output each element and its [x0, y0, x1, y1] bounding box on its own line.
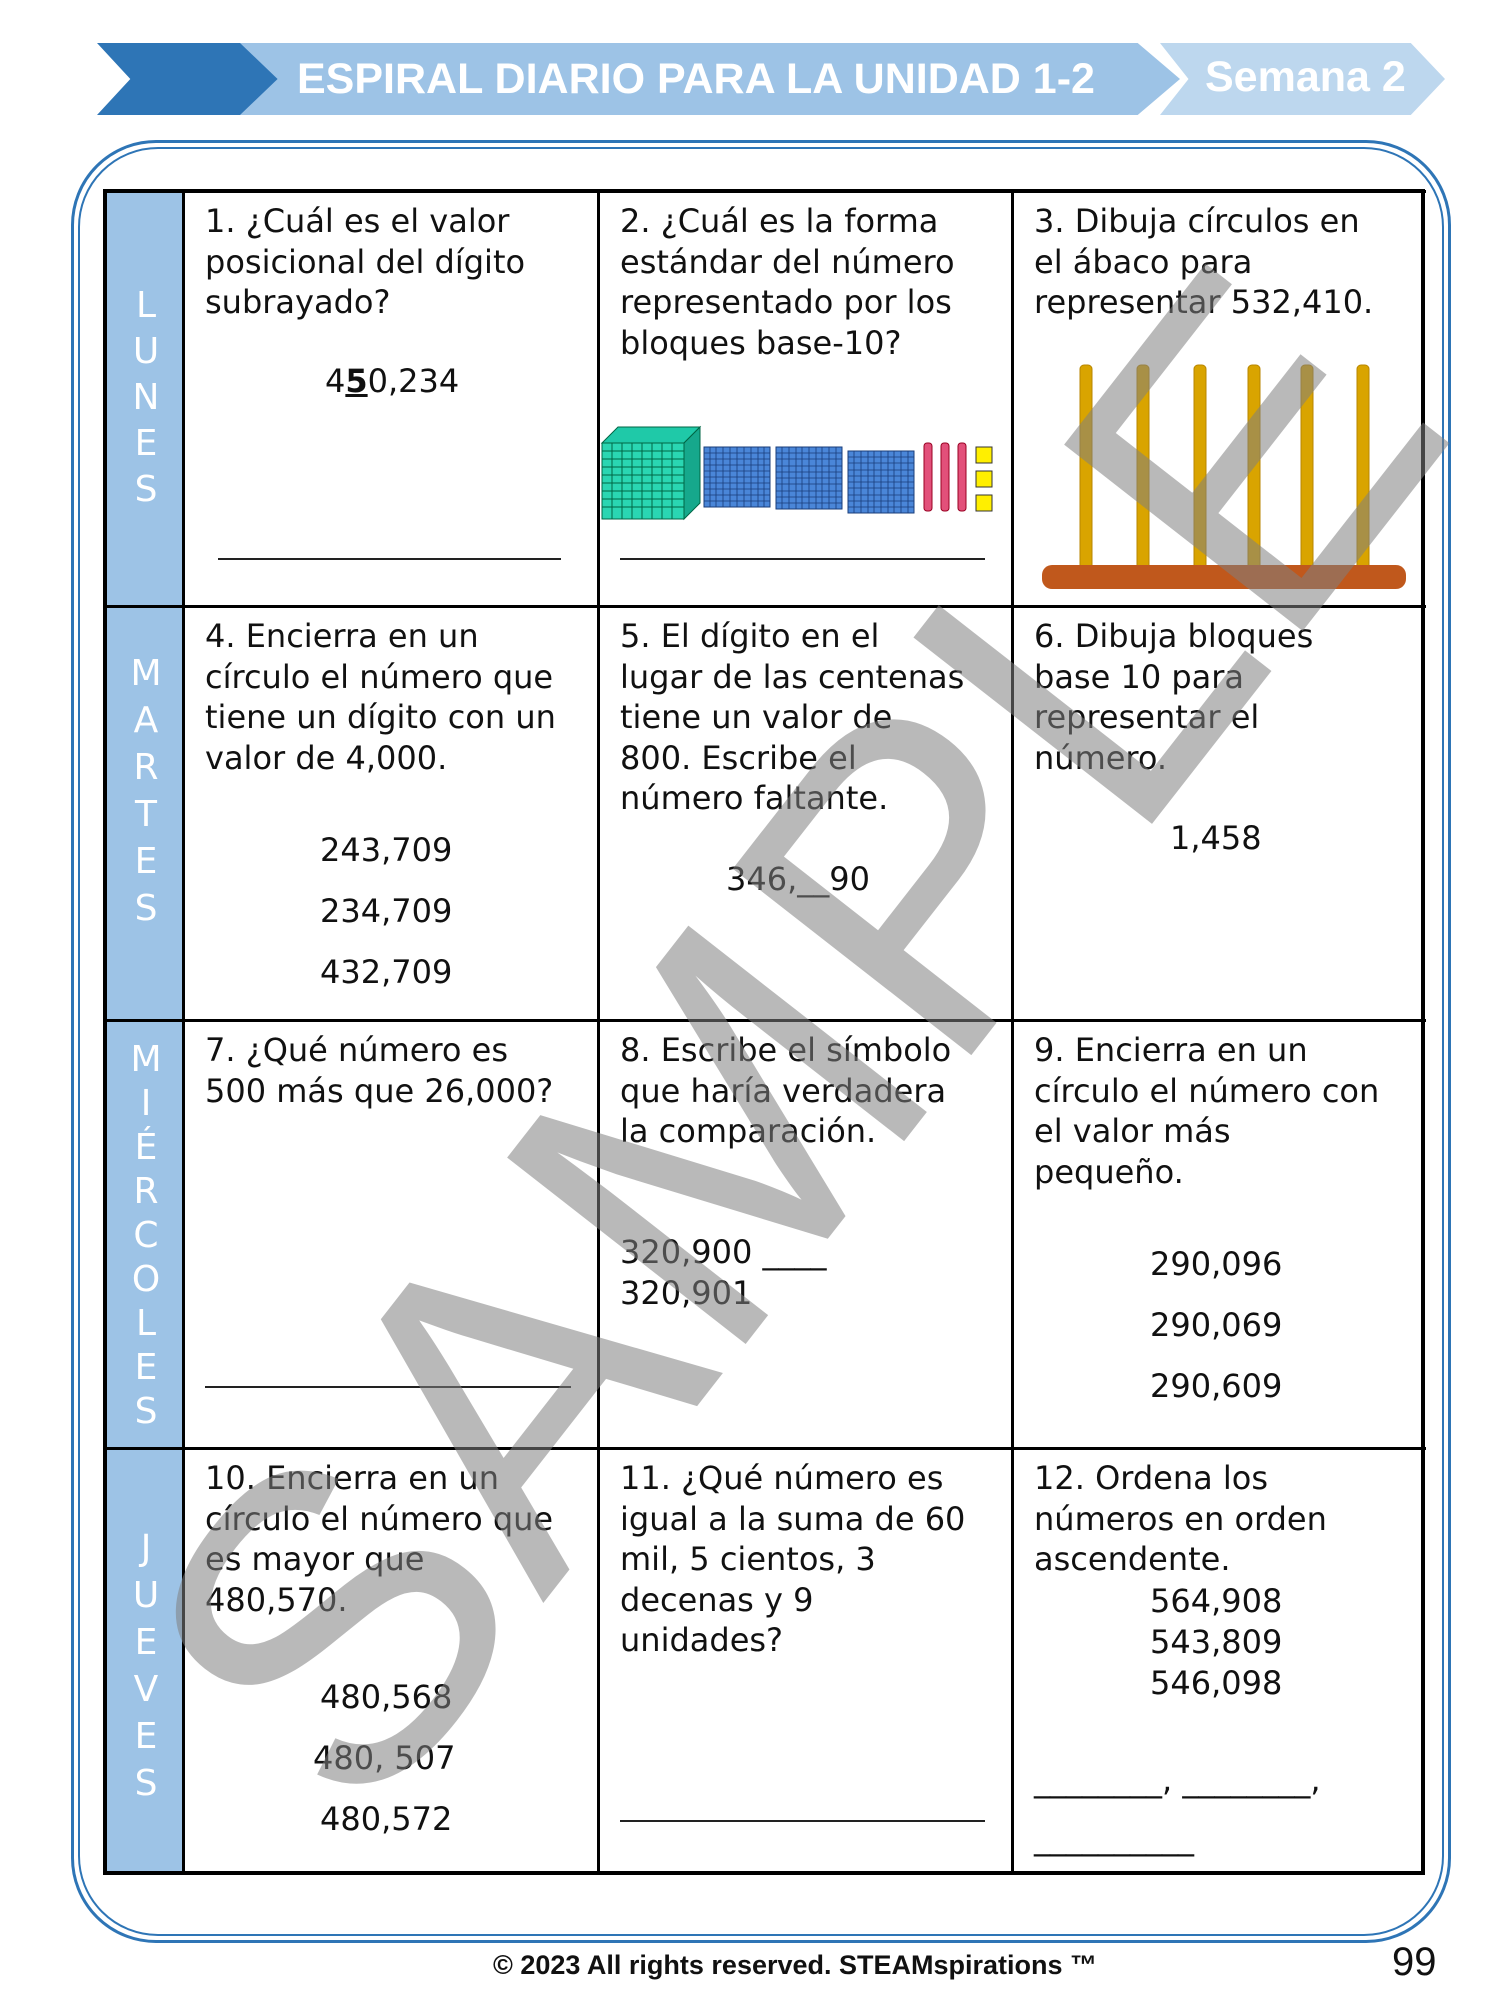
- question-text: 5. El dígito en el lugar de las centenas…: [620, 617, 965, 817]
- one-cube-icon: [975, 494, 993, 512]
- problem-10: 10. Encierra en un círculo el número que…: [182, 1447, 597, 1871]
- option[interactable]: 480,572: [320, 1800, 453, 1838]
- option[interactable]: 234,709: [320, 892, 453, 930]
- problem-9: 9. Encierra en un círculo el número con …: [1011, 1019, 1426, 1447]
- question-text: 10. Encierra en un círculo el número que…: [205, 1459, 554, 1619]
- question-text: 11. ¿Qué número es igual a la suma de 60…: [620, 1459, 966, 1659]
- abacus-rod: [1193, 364, 1207, 572]
- option[interactable]: 480, 507: [313, 1739, 456, 1777]
- abacus-rod: [1136, 364, 1150, 572]
- ten-rod-icon: [957, 442, 967, 512]
- number-with-blank: 346,__90: [726, 860, 870, 898]
- option: 543,809: [1150, 1623, 1283, 1661]
- problem-12: 12. Ordena los números en orden ascenden…: [1011, 1447, 1426, 1871]
- problem-11: 11. ¿Qué número es igual a la suma de 60…: [597, 1447, 1011, 1871]
- question-text: 12. Ordena los números en orden ascenden…: [1034, 1459, 1327, 1578]
- question-text: 6. Dibuja bloques base 10 para represent…: [1034, 617, 1314, 777]
- abacus-rod: [1247, 364, 1261, 572]
- abacus-rod: [1356, 364, 1370, 572]
- option: 564,908: [1150, 1582, 1283, 1620]
- comparison-line-1: 320,900 ____: [620, 1233, 827, 1271]
- problem-5: 5. El dígito en el lugar de las centenas…: [597, 605, 1011, 1019]
- inner-frame: [78, 147, 1444, 1936]
- answer-line[interactable]: [205, 1386, 571, 1388]
- option[interactable]: 243,709: [320, 831, 453, 869]
- base-ten-blocks-image: [600, 425, 993, 521]
- one-cube-icon: [975, 446, 993, 464]
- page-number: 99: [1392, 1940, 1437, 1984]
- ten-rod-icon: [923, 442, 933, 512]
- question-text: 2. ¿Cuál es la forma estándar del número…: [620, 202, 955, 362]
- outer-frame: [71, 140, 1451, 1943]
- answer-line[interactable]: [218, 558, 561, 560]
- option[interactable]: 480,568: [320, 1678, 453, 1716]
- question-text: 9. Encierra en un círculo el número con …: [1034, 1031, 1380, 1191]
- abacus-rods: [1079, 364, 1370, 572]
- question-text: 7. ¿Qué número es 500 más que 26,000?: [205, 1031, 554, 1110]
- option: 546,098: [1150, 1664, 1283, 1702]
- number-value: 450,234: [325, 362, 460, 400]
- answer-line[interactable]: [620, 558, 985, 560]
- problem-4: 4. Encierra en un círculo el número que …: [182, 605, 597, 1019]
- number-value: 1,458: [1170, 819, 1262, 857]
- underlined-digit: 5: [345, 362, 368, 400]
- option[interactable]: 432,709: [320, 953, 453, 991]
- question-text: 8. Escribe el símbolo que haría verdader…: [620, 1031, 952, 1150]
- question-text: 1. ¿Cuál es el valor posicional del dígi…: [205, 202, 526, 321]
- copyright-footer: © 2023 All rights reserved. STEAMspirati…: [492, 1950, 1098, 1980]
- one-cube-icon: [975, 470, 993, 488]
- option[interactable]: 290,609: [1150, 1367, 1283, 1405]
- abacus-rod: [1300, 364, 1314, 572]
- comparison-line-2: 320,901: [620, 1274, 753, 1312]
- option[interactable]: 290,069: [1150, 1306, 1283, 1344]
- problem-1: 1. ¿Cuál es el valor posicional del dígi…: [182, 190, 597, 605]
- answer-blank[interactable]: __________: [1034, 1819, 1194, 1857]
- abacus-rod: [1079, 364, 1093, 572]
- problem-8: 8. Escribe el símbolo que haría verdader…: [597, 1019, 1011, 1447]
- option[interactable]: 290,096: [1150, 1245, 1283, 1283]
- question-text: 3. Dibuja círculos en el ábaco para repr…: [1034, 202, 1374, 321]
- week-label: Semana 2: [1160, 43, 1445, 115]
- problem-3: 3. Dibuja círculos en el ábaco para repr…: [1011, 190, 1426, 605]
- thousand-cube-icon: [600, 425, 702, 521]
- problem-2: 2. ¿Cuál es la forma estándar del número…: [597, 190, 1011, 605]
- answer-line[interactable]: [620, 1820, 985, 1822]
- question-text: 4. Encierra en un círculo el número que …: [205, 617, 556, 777]
- answer-blanks[interactable]: ________, ________,: [1034, 1761, 1321, 1799]
- problem-7: 7. ¿Qué número es 500 más que 26,000?: [182, 1019, 597, 1447]
- page-title: ESPIRAL DIARIO PARA LA UNIDAD 1-2: [240, 43, 1180, 115]
- abacus-image[interactable]: [1040, 363, 1410, 593]
- abacus-base: [1042, 565, 1406, 589]
- problem-6: 6. Dibuja bloques base 10 para represent…: [1011, 605, 1426, 1019]
- ten-rod-icon: [940, 442, 950, 512]
